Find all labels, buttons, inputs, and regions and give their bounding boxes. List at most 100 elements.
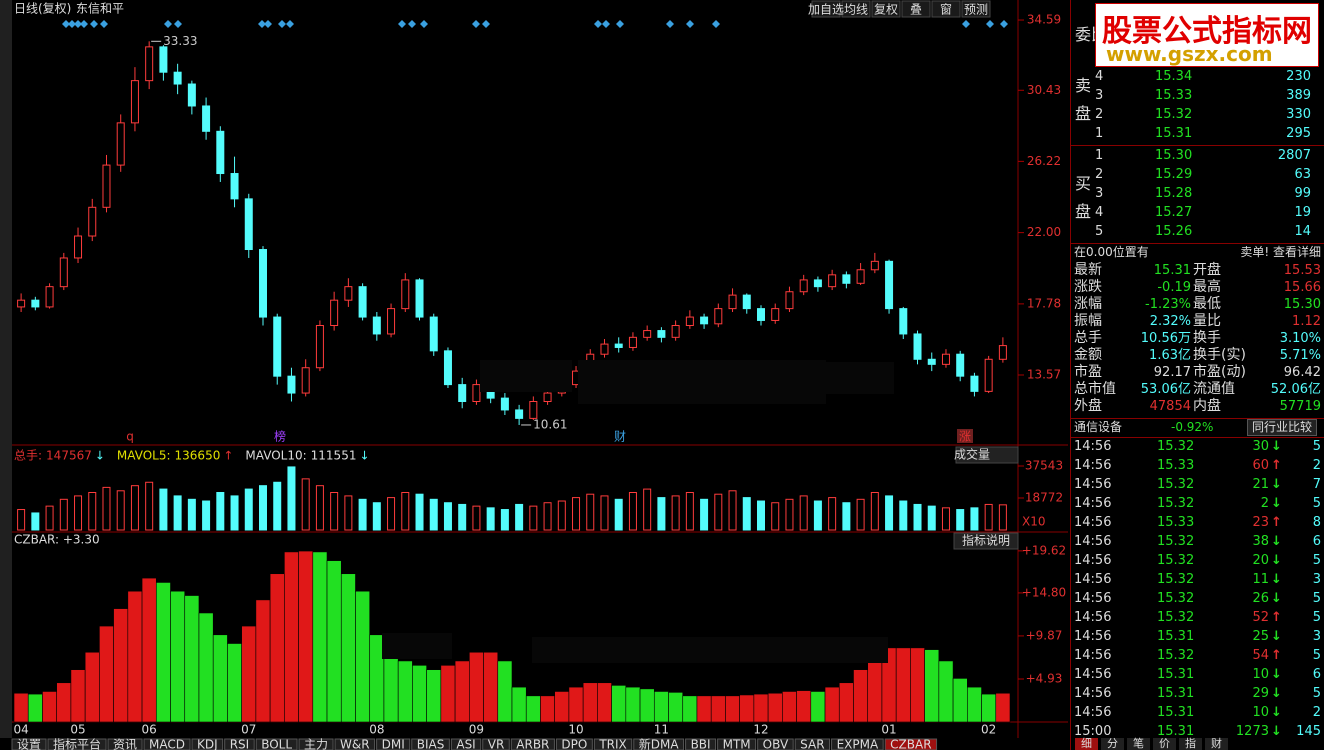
tick-volume: 26 [1252,591,1269,606]
book-price: 15.26 [1155,224,1193,239]
y-tick-label: 30.43 [1027,83,1061,97]
czbar-bar [412,665,427,723]
tick-volume: 10 [1252,667,1269,682]
volume-selector[interactable] [955,446,1019,464]
event-diamond [594,20,602,28]
tab-label[interactable]: DMI [382,738,405,750]
candle-body [287,375,296,394]
tab[interactable] [191,738,224,750]
volume-bar [273,481,282,531]
tick-time: 15:00 [1074,724,1112,739]
tab-label[interactable]: MTM [723,738,751,750]
candle-body [529,400,538,419]
tab-label[interactable]: W&R [340,738,370,750]
tick-time: 14:56 [1074,553,1112,568]
volume-bar [700,498,709,531]
panel-tab[interactable]: 财 [1205,738,1228,750]
tab[interactable] [411,738,450,750]
tab[interactable] [757,738,794,750]
tab-label[interactable]: SAR [800,738,824,750]
panel-tab[interactable]: 价 [1153,738,1176,750]
tab-label[interactable]: 指标平台 [53,737,101,750]
czbar-bar [241,625,257,723]
tab-label[interactable]: 主力 [304,738,328,750]
tick-volume: 21 [1252,477,1269,492]
czbar-bar [227,643,242,723]
tab[interactable] [11,738,47,750]
candle-body [614,343,623,348]
volume-bar [586,493,595,531]
tab[interactable] [510,738,555,750]
czbar-bar [810,691,826,723]
volume-bar [785,498,794,531]
czbar-bar [298,550,314,723]
tab-label[interactable]: BOLL [261,738,292,750]
tab-label[interactable]: 设置 [17,738,41,750]
panel-tab[interactable]: 分 [1101,738,1124,750]
czbar-bar [483,651,499,723]
tab-label[interactable]: 资讯 [113,738,137,750]
x-tick-label: 11 [654,723,669,737]
volume-selector-label[interactable]: 成交量 [954,447,990,462]
tick-price: 15.32 [1157,553,1195,568]
notice-link: 卖单! 查看详细 [1240,245,1321,259]
tab[interactable] [555,738,593,750]
tab-label[interactable]: 新DMA [639,737,680,750]
stat-label: 总市值 [1074,381,1116,397]
tab[interactable] [255,738,298,750]
czbar-button[interactable] [953,532,1019,550]
czbar-bar [170,590,186,723]
tab[interactable] [717,738,757,750]
volume-bar [913,503,922,531]
separator [1071,243,1324,244]
volume-legend-arrow: ↑ [223,449,233,463]
tab-label[interactable]: BIAS [417,738,445,750]
czbar-bar [981,693,997,723]
tab-label[interactable]: RSI [230,738,250,750]
tab-label[interactable]: ARBR [516,738,549,750]
tick-count: 3 [1312,572,1321,587]
panel-tab[interactable]: 指 [1179,738,1202,750]
tab-label[interactable]: OBV [763,738,789,750]
tick-price: 15.33 [1157,458,1195,473]
tab[interactable] [376,738,411,750]
tab[interactable] [334,738,376,750]
industry-button[interactable]: 同行业比较 [1247,419,1318,436]
tab-label[interactable]: DPO [561,738,587,750]
event-marker: 涨 [959,429,971,444]
stat-label: 换手 [1193,330,1221,346]
tab-label[interactable]: TRIX [598,738,626,750]
tab-label[interactable]: VR [488,738,505,750]
tab[interactable] [593,738,633,750]
tab[interactable] [884,738,938,750]
candle-body [643,330,652,338]
tab[interactable] [107,738,143,750]
tab[interactable] [794,738,831,750]
tab[interactable] [224,738,255,750]
tab[interactable] [482,738,510,750]
tab-label[interactable]: ASI [456,738,475,750]
volume-bar [572,497,581,531]
tab[interactable] [143,738,191,750]
tab-label[interactable]: KDJ [197,738,218,750]
tab[interactable] [685,738,717,750]
czbar-bar [255,599,271,723]
czbar-button-label[interactable]: 指标说明 [962,533,1010,548]
tab-label[interactable]: MACD [149,738,185,750]
tab[interactable] [633,738,685,750]
tick-arrow: ↓ [1271,572,1282,587]
volume-bar [31,512,40,531]
volume-legend-arrow: ↓ [95,449,105,463]
tab[interactable] [450,738,482,750]
tab-label[interactable]: BBI [691,738,711,750]
panel-tab[interactable]: 细 [1075,738,1098,750]
panel-tab[interactable]: 笔 [1127,738,1150,750]
tab[interactable] [298,738,334,750]
tab-label[interactable]: EXPMA [837,738,879,750]
tab[interactable] [47,738,107,750]
tab-label[interactable]: CZBAR [890,738,931,750]
candle-body [244,198,253,251]
candle-body [401,279,410,310]
tick-price: 15.32 [1157,439,1195,454]
tab[interactable] [831,738,884,750]
